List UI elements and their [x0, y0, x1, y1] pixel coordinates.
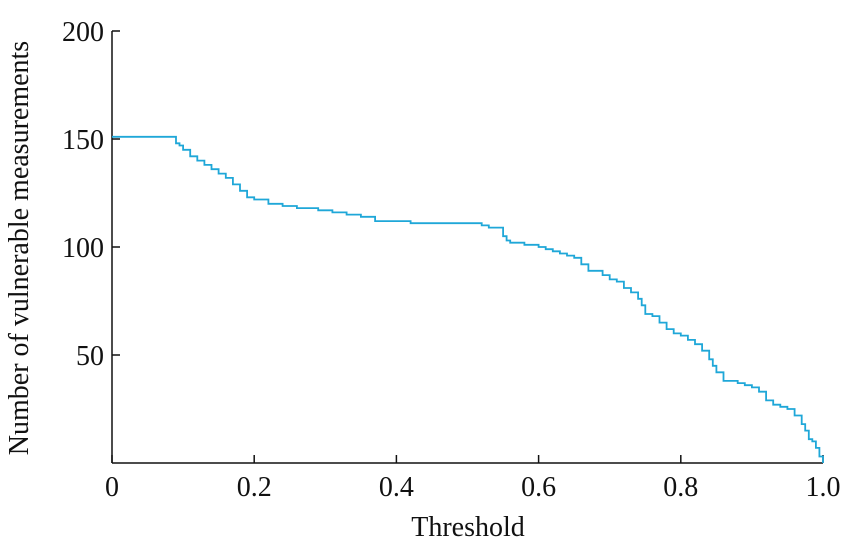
- x-tick-label: 0.6: [521, 472, 556, 503]
- y-tick-label: 100: [62, 233, 104, 264]
- y-tick-label: 50: [76, 341, 104, 372]
- y-tick-label: 150: [62, 125, 104, 156]
- x-axis-ticks: 0 0.2 0.4 0.6 0.8 1.0: [105, 455, 841, 503]
- x-tick-label: 0.4: [379, 472, 414, 503]
- y-tick-label: 200: [62, 17, 104, 48]
- x-axis-label: Threshold: [411, 512, 525, 543]
- axes: [111, 31, 823, 464]
- x-tick-label: 0.2: [237, 472, 272, 503]
- x-tick-label: 0: [105, 472, 119, 503]
- y-axis-ticks: 50 100 150 200: [62, 17, 120, 372]
- series-group: [112, 135, 824, 463]
- x-tick-label: 0.8: [663, 472, 698, 503]
- series-line: [112, 135, 824, 463]
- y-axis-label: Number of vulnerable measurements: [4, 41, 35, 455]
- x-tick-label: 1.0: [806, 472, 841, 503]
